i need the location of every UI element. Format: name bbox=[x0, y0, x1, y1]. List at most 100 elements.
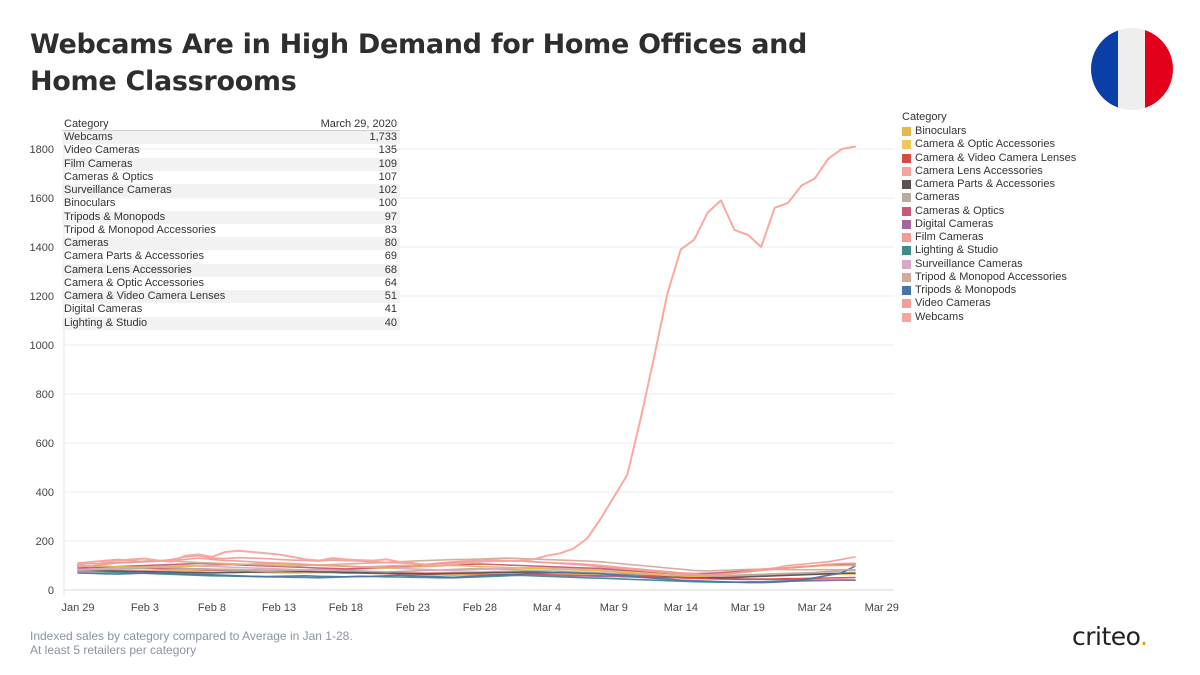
table-row: Camera Parts & Accessories 69 bbox=[62, 250, 400, 263]
legend-swatch bbox=[902, 259, 911, 269]
legend-item[interactable]: Film Cameras bbox=[902, 231, 1076, 244]
footnote-line-2: At least 5 retailers per category bbox=[30, 643, 197, 657]
table-row-value: 135 bbox=[378, 144, 397, 157]
logo-mark: . bbox=[1140, 622, 1148, 651]
series-line bbox=[77, 562, 856, 576]
y-tick-label: 800 bbox=[36, 389, 54, 401]
table-row: Surveillance Cameras 102 bbox=[62, 184, 400, 198]
table-row: Lighting & Studio 40 bbox=[62, 316, 400, 330]
table-row: Binoculars 100 bbox=[62, 197, 400, 210]
legend-swatch bbox=[902, 219, 911, 229]
legend-title: Category bbox=[902, 111, 947, 123]
y-tick-label: 400 bbox=[36, 487, 54, 499]
legend-swatch bbox=[902, 233, 911, 243]
legend-item[interactable]: Camera Lens Accessories bbox=[902, 165, 1076, 178]
table-row-value: 41 bbox=[384, 303, 397, 316]
france-flag-icon bbox=[1091, 28, 1173, 110]
legend-item[interactable]: Tripod & Monopod Accessories bbox=[902, 271, 1076, 284]
table-row: Digital Cameras 41 bbox=[62, 303, 400, 316]
series-line bbox=[77, 569, 856, 579]
title-line-1: Webcams Are in High Demand for Home Offi… bbox=[30, 29, 808, 60]
series-line bbox=[77, 566, 856, 578]
table-row-value: 69 bbox=[384, 250, 397, 263]
table-row-value: 83 bbox=[384, 223, 397, 236]
y-tick-label: 1800 bbox=[30, 144, 54, 156]
legend-label: Lighting & Studio bbox=[915, 244, 999, 257]
legend-label: Cameras bbox=[915, 191, 960, 204]
series-line bbox=[77, 557, 856, 572]
table-row: Camera Lens Accessories 68 bbox=[62, 263, 400, 277]
legend-swatch bbox=[902, 286, 911, 296]
legend-item[interactable]: Cameras & Optics bbox=[902, 205, 1076, 218]
table-row-category: Camera & Video Camera Lenses bbox=[64, 290, 226, 302]
legend-item[interactable]: Camera Parts & Accessories bbox=[902, 178, 1076, 191]
x-tick-label: Mar 29 bbox=[865, 602, 899, 614]
legend-swatch bbox=[902, 180, 911, 190]
legend-item[interactable]: Cameras bbox=[902, 191, 1076, 204]
legend-swatch bbox=[902, 166, 911, 176]
table-row: Cameras 80 bbox=[62, 237, 400, 251]
table-row-value: 40 bbox=[384, 316, 397, 329]
table-row-category: Camera & Optic Accessories bbox=[64, 276, 204, 289]
table-row-category: Camera Parts & Accessories bbox=[64, 250, 204, 263]
legend-swatch bbox=[902, 312, 911, 322]
x-tick-label: Feb 23 bbox=[396, 602, 430, 614]
series-line bbox=[77, 145, 856, 568]
x-tick-label: Feb 8 bbox=[198, 602, 226, 614]
legend-swatch bbox=[902, 206, 911, 216]
x-tick-label: Jan 29 bbox=[61, 602, 94, 614]
y-tick-label: 1000 bbox=[30, 340, 54, 352]
table-row-value: 100 bbox=[378, 197, 397, 210]
legend-label: Digital Cameras bbox=[915, 217, 994, 230]
legend-swatch bbox=[902, 153, 911, 163]
table-row: Webcams 1,733 bbox=[62, 131, 400, 145]
legend-item[interactable]: Camera & Video Camera Lenses bbox=[902, 152, 1076, 165]
legend-item[interactable]: Digital Cameras bbox=[902, 218, 1076, 231]
table-row-value: 1,733 bbox=[369, 131, 397, 143]
table-row-category: Film Cameras bbox=[64, 157, 133, 170]
table-header: Category March 29, 2020 bbox=[62, 118, 400, 131]
x-tick-label: Feb 13 bbox=[262, 602, 296, 614]
legend-label: Webcams bbox=[915, 310, 964, 323]
table-header-category: Category bbox=[64, 118, 109, 130]
title-line-2: Home Classrooms bbox=[30, 66, 297, 97]
y-tick-label: 1400 bbox=[30, 242, 54, 254]
legend-label: Video Cameras bbox=[915, 297, 991, 310]
table-row-value: 80 bbox=[384, 237, 397, 249]
legend-label: Surveillance Cameras bbox=[915, 257, 1023, 270]
legend-swatch bbox=[902, 272, 911, 282]
legend-label: Camera Parts & Accessories bbox=[915, 178, 1055, 190]
x-tick-label: Mar 14 bbox=[664, 602, 698, 614]
legend-item[interactable]: Video Cameras bbox=[902, 297, 1076, 310]
legend-swatch bbox=[902, 246, 911, 256]
x-tick-label: Mar 24 bbox=[798, 602, 832, 614]
table-row: Film Cameras 109 bbox=[62, 157, 400, 171]
series-line bbox=[77, 565, 856, 584]
legend-item[interactable]: Surveillance Cameras bbox=[902, 258, 1076, 271]
table-row-value: 102 bbox=[378, 184, 397, 196]
table-row-value: 97 bbox=[384, 210, 397, 223]
footnote-line-1: Indexed sales by category compared to Av… bbox=[30, 629, 353, 643]
legend-item[interactable]: Binoculars bbox=[902, 125, 1076, 138]
table-row-value: 109 bbox=[378, 157, 397, 170]
footnote: Indexed sales by category compared to Av… bbox=[30, 629, 353, 657]
table-row-value: 107 bbox=[378, 170, 397, 183]
legend-item[interactable]: Webcams bbox=[902, 311, 1076, 324]
table-row-value: 64 bbox=[384, 276, 397, 289]
values-table: Category March 29, 2020 Webcams 1,733 Vide… bbox=[62, 118, 400, 330]
legend-swatch bbox=[902, 193, 911, 203]
legend-label: Camera & Video Camera Lenses bbox=[915, 151, 1077, 164]
legend-item[interactable]: Camera & Optic Accessories bbox=[902, 138, 1076, 151]
table-row: Tripods & Monopods 97 bbox=[62, 210, 400, 224]
series-line bbox=[77, 554, 856, 577]
table-row-category: Tripods & Monopods bbox=[64, 210, 166, 223]
table-row-category: Camera Lens Accessories bbox=[64, 263, 192, 276]
x-tick-label: Mar 4 bbox=[533, 602, 561, 614]
legend-item[interactable]: Lighting & Studio bbox=[902, 244, 1076, 257]
table-row-category: Video Cameras bbox=[64, 144, 140, 157]
table-row: Camera & Optic Accessories 64 bbox=[62, 277, 400, 290]
legend-item[interactable]: Tripods & Monopods bbox=[902, 284, 1076, 297]
y-tick-label: 1600 bbox=[30, 193, 54, 205]
table-row-category: Cameras & Optics bbox=[64, 170, 154, 183]
